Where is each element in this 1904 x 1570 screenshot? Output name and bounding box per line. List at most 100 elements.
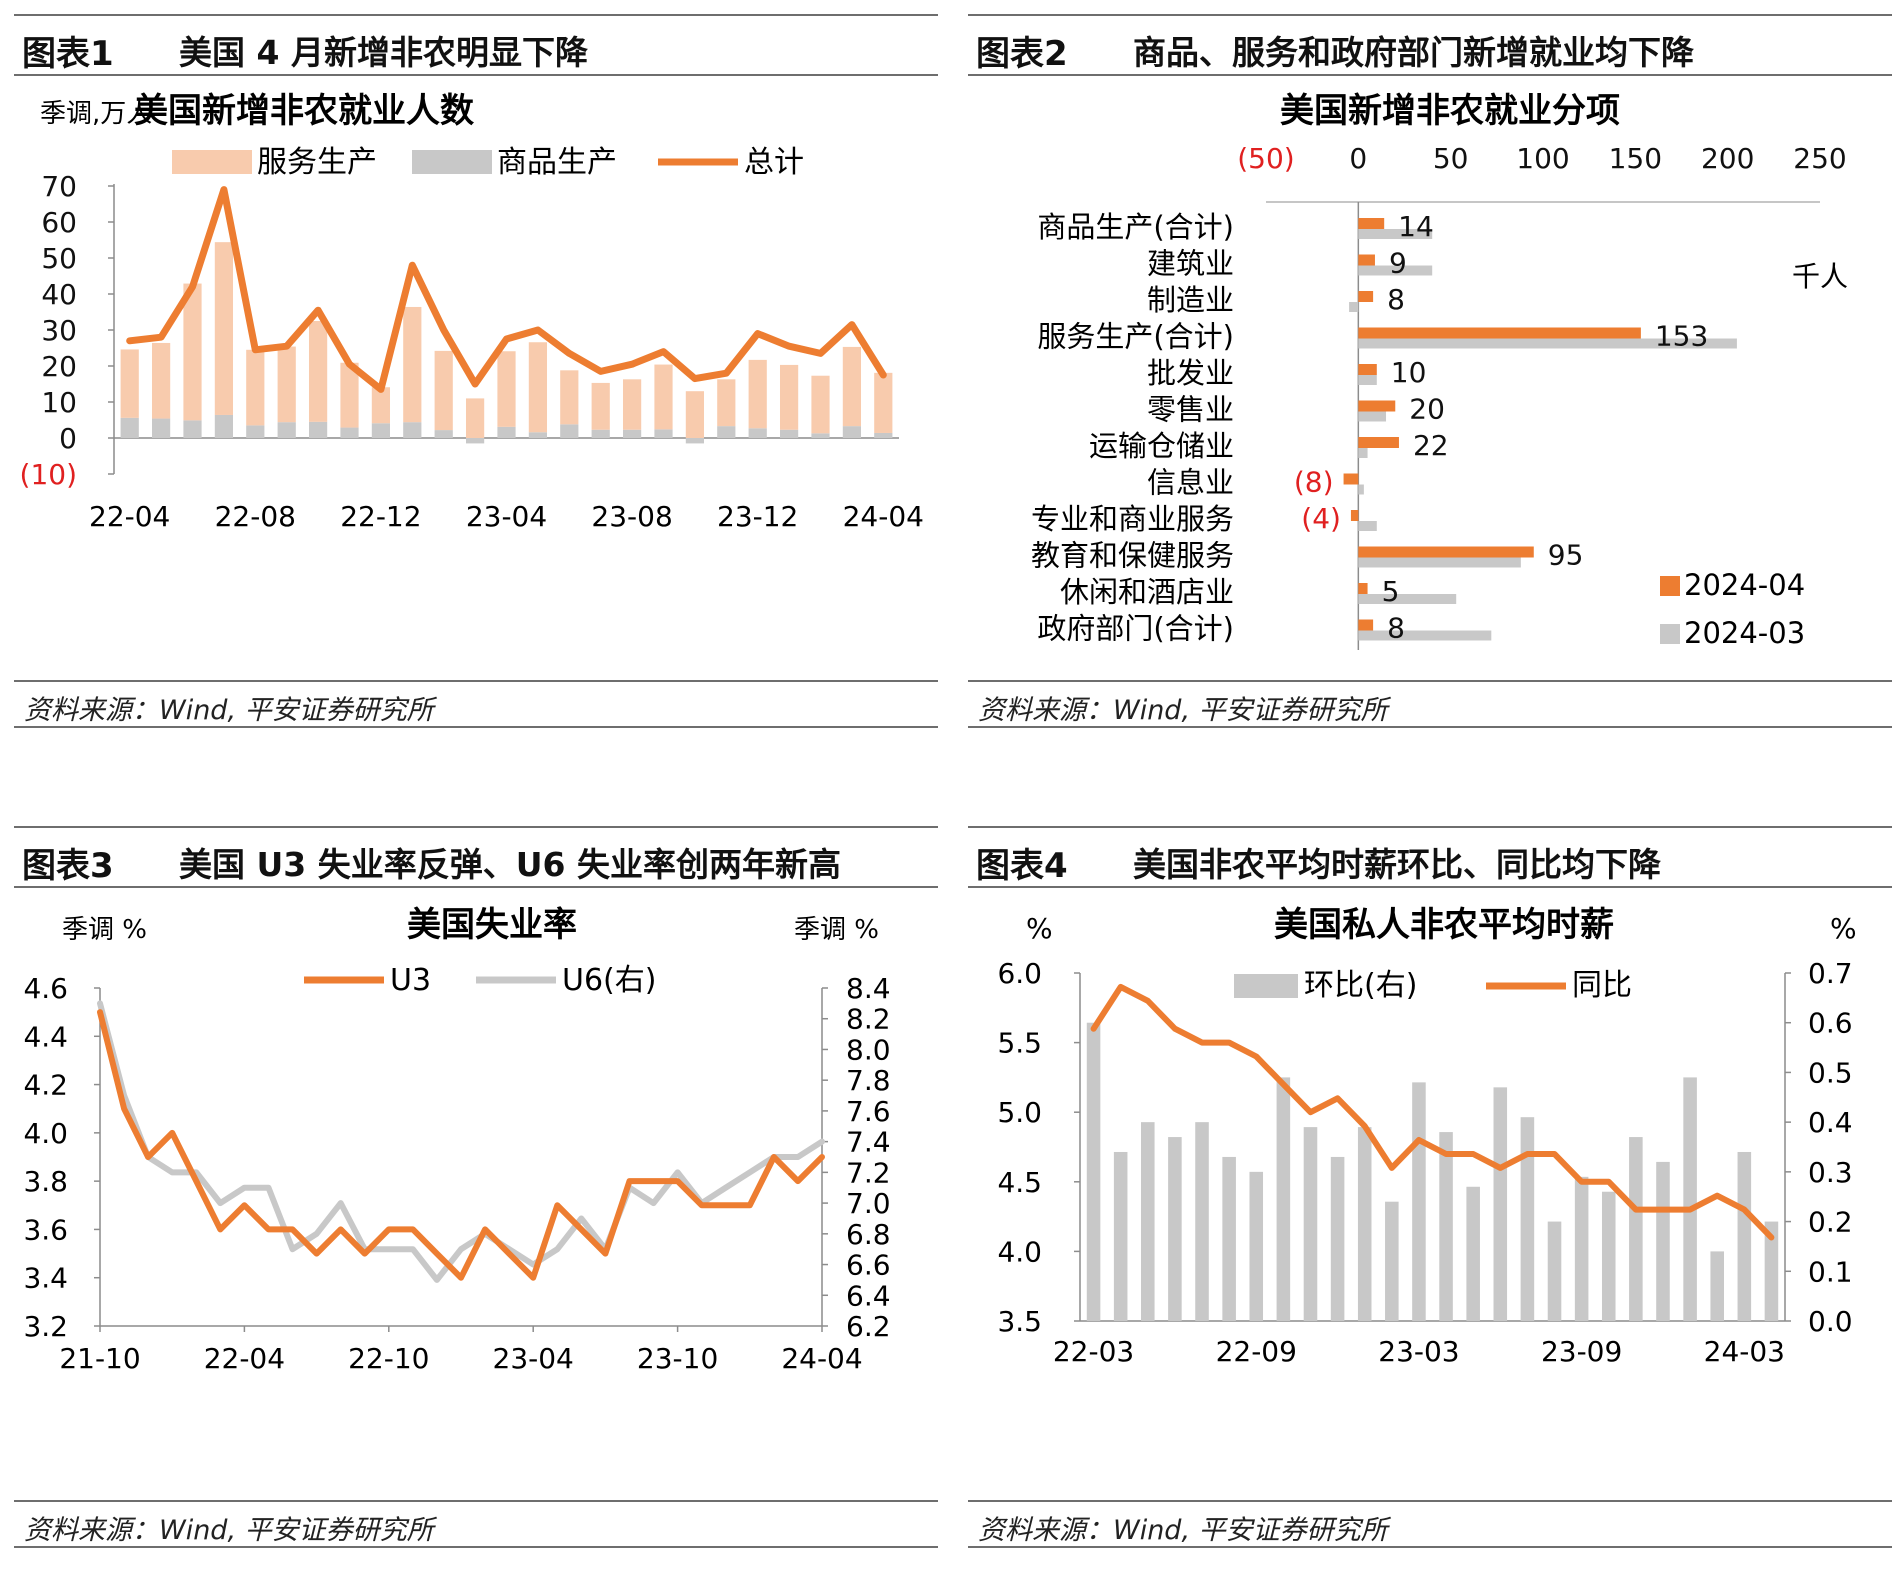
value-label: 22 — [1413, 429, 1449, 462]
bar-2024-04 — [1343, 473, 1359, 485]
x-tick-label: 23-12 — [717, 500, 798, 533]
x-tick-label: 200 — [1701, 142, 1754, 175]
x-tick-label: 24-04 — [843, 500, 924, 533]
y-unit-label: 季调,万人 — [40, 99, 152, 129]
bar-mom — [1764, 1221, 1779, 1321]
chart-2: 美国新增非农就业分项 (50) 0 50 100 150 200 250 千人 商品生产(合计) 1… — [1031, 91, 1848, 650]
bar-goods — [717, 426, 736, 438]
y-right-tick-label: 0.3 — [1808, 1156, 1853, 1189]
source-note: 资料来源：Wind, 平安证券研究所 — [978, 1515, 1388, 1546]
bar-service — [371, 387, 391, 424]
panel-header: 图表3 美国 U3 失业率反弹、U6 失业率创两年新高 — [14, 826, 938, 888]
bar-mom — [1086, 1022, 1101, 1321]
bar-mom — [1385, 1201, 1399, 1321]
category-label: 制造业 — [1147, 283, 1234, 317]
bar-2024-03 — [1358, 375, 1377, 385]
y-tick-label: 50 — [41, 242, 77, 275]
value-label: 5 — [1382, 575, 1400, 608]
chart-title: 美国失业率 — [407, 905, 577, 945]
bar-service — [748, 359, 767, 429]
chart-title: 美国私人非农平均时薪 — [1274, 905, 1614, 945]
bar-mom — [1195, 1122, 1209, 1321]
x-tick-label: 23-10 — [637, 1342, 718, 1375]
bar-goods — [340, 427, 359, 438]
panel-number: 图表1 — [22, 34, 114, 74]
x-tick-label: 22-10 — [348, 1342, 429, 1375]
bar-mom — [1547, 1221, 1562, 1321]
y-right-tick-label: 7.4 — [846, 1126, 891, 1159]
bar-service — [874, 372, 893, 433]
y-left-tick-label: 4.0 — [23, 1117, 68, 1150]
bar-service — [560, 370, 579, 425]
bar-2024-03 — [1358, 557, 1521, 568]
y-right-tick-label: 0.4 — [1808, 1106, 1853, 1139]
bar-mom — [1683, 1077, 1697, 1321]
bar-service — [717, 379, 736, 427]
bar-2024-03 — [1358, 521, 1377, 531]
value-label: 10 — [1391, 356, 1427, 389]
x-tick-label: 21-10 — [59, 1342, 140, 1375]
bar-service — [497, 351, 516, 427]
bar-goods — [654, 429, 673, 438]
bar-goods — [622, 429, 642, 438]
bar-2024-04 — [1358, 437, 1399, 448]
panel-title: 美国 4 月新增非农明显下降 — [179, 33, 588, 72]
bar-goods — [434, 430, 453, 438]
panel-footer: 资料来源：Wind, 平安证券研究所 — [14, 1500, 938, 1548]
x-tick-label: 23-09 — [1541, 1335, 1622, 1368]
legend-label-u6: U6(右) — [562, 963, 656, 998]
bar-2024-03 — [1358, 630, 1492, 641]
x-tick-label: 22-04 — [89, 500, 170, 533]
source-note: 资料来源：Wind, 平安证券研究所 — [978, 695, 1388, 726]
x-tick-label: 23-04 — [493, 1342, 574, 1375]
category-label: 商品生产(合计) — [1037, 210, 1234, 244]
panel-3: 图表3 美国 U3 失业率反弹、U6 失业率创两年新高 美国失业率 季调 % 季调 … — [14, 826, 938, 1548]
y-right-tick-label: 8.2 — [846, 1003, 891, 1036]
legend-label-yoy: 同比 — [1572, 968, 1632, 1003]
bar-2024-04 — [1358, 364, 1377, 375]
bar-service — [811, 375, 830, 434]
y-right-tick-label: 8.0 — [846, 1033, 891, 1066]
bar-goods — [811, 433, 830, 438]
y-right-unit-label: 季调 % — [794, 915, 879, 945]
bar-2024-04 — [1358, 400, 1396, 412]
chart-4-box: 美国私人非农平均时薪%% 环比(右) 同比 6.0 5.5 5.0 4.5 4.0 3.5 0.7… — [968, 896, 1892, 1496]
line-u6 — [97, 1000, 825, 1283]
bar-mom — [1412, 1082, 1426, 1321]
value-label: 95 — [1548, 539, 1584, 572]
bar-goods — [685, 438, 705, 444]
category-label: 专业和商业服务 — [1031, 502, 1234, 536]
bar-goods — [560, 424, 579, 438]
y-left-tick-label: 3.2 — [23, 1310, 68, 1343]
x-tick-label: 23-04 — [466, 500, 547, 533]
panel-title: 商品、服务和政府部门新增就业均下降 — [1133, 33, 1694, 72]
y-tick-label: 10 — [41, 386, 77, 419]
value-label: 14 — [1398, 210, 1434, 243]
panel-title: 美国 U3 失业率反弹、U6 失业率创两年新高 — [179, 845, 841, 884]
bar-goods — [371, 423, 391, 438]
bar-mom — [1710, 1251, 1724, 1321]
bar-2024-03 — [1349, 302, 1359, 312]
panel-1: 图表1 美国 4 月新增非农明显下降 美国新增非农就业人数 季调,万人 服务生产 商品… — [14, 14, 938, 728]
x-tick-label: 23-03 — [1378, 1335, 1459, 1368]
value-label: 153 — [1655, 320, 1708, 353]
bar-mom — [1656, 1161, 1670, 1321]
bar-2024-03 — [1358, 265, 1433, 276]
bar-service — [214, 242, 234, 415]
bar-mom — [1466, 1186, 1480, 1321]
value-label: 20 — [1409, 393, 1445, 426]
legend-swatch-2024-04 — [1660, 576, 1680, 596]
category-label: 批发业 — [1147, 356, 1234, 390]
x-tick-label: 22-09 — [1216, 1335, 1297, 1368]
legend-swatch-service — [172, 150, 252, 174]
x-tick-label: 23-08 — [591, 500, 672, 533]
panel-number: 图表2 — [976, 34, 1068, 74]
bar-2024-04 — [1358, 619, 1374, 631]
bar-2024-04 — [1358, 327, 1641, 339]
bar-goods — [246, 425, 265, 438]
bar-2024-03 — [1358, 338, 1737, 349]
bar-2024-04 — [1358, 218, 1385, 229]
category-label: 政府部门(合计) — [1037, 612, 1234, 646]
y-left-tick-label: 3.5 — [997, 1305, 1042, 1338]
